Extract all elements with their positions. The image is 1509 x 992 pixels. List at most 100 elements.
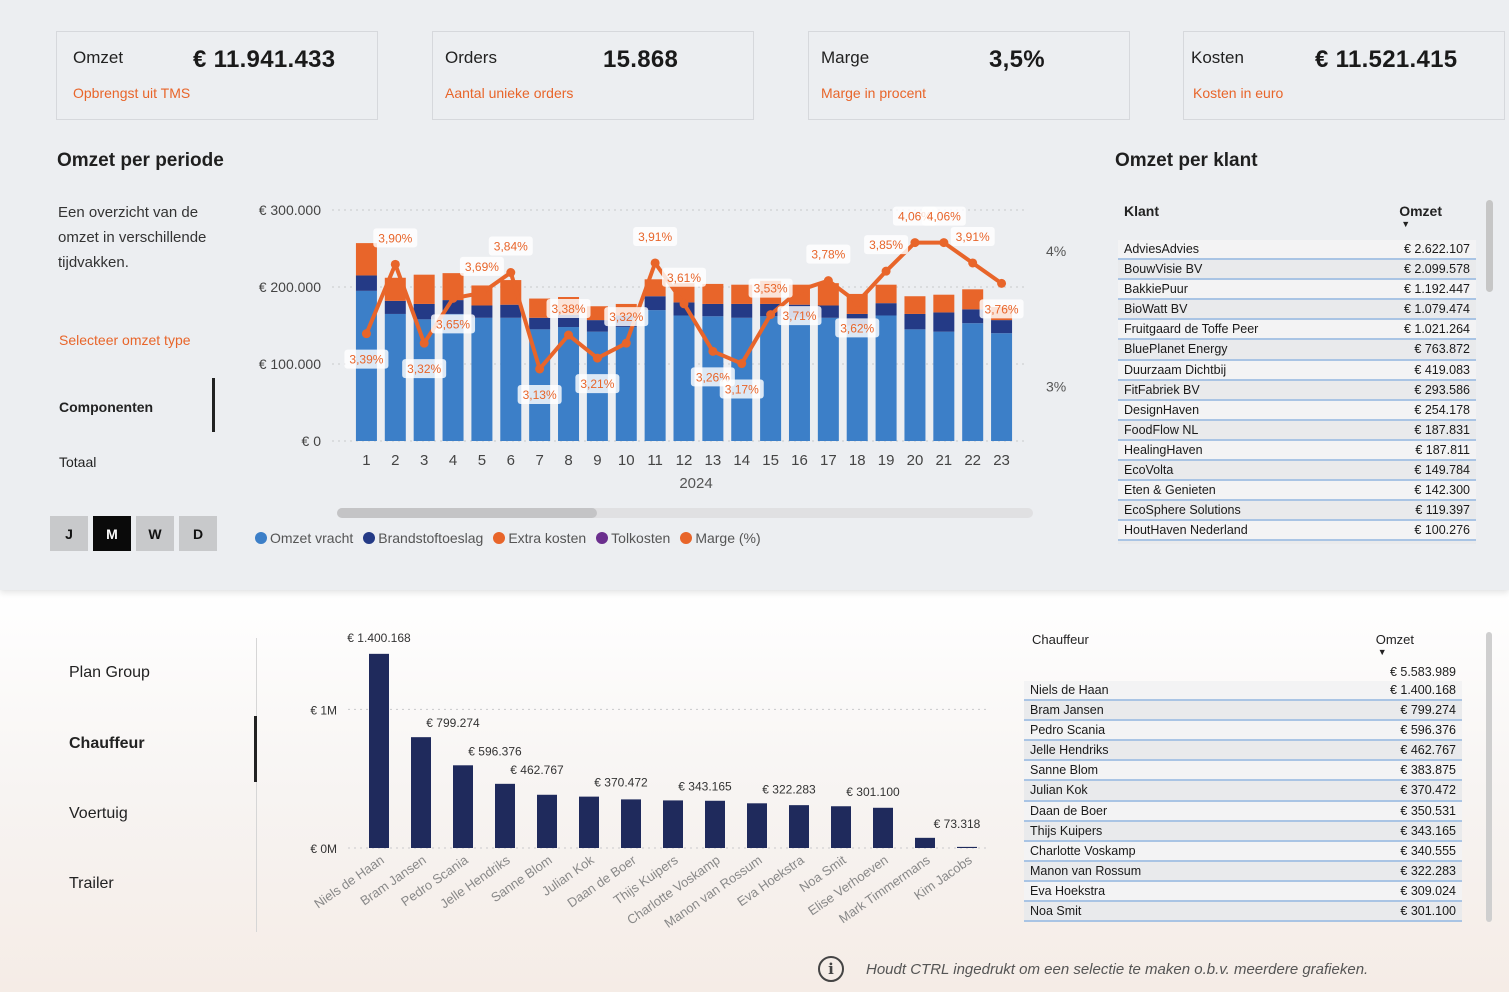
table-row[interactable]: FitFabriek BV € 293.586 xyxy=(1118,380,1476,401)
table-row[interactable]: Sanne Blom € 383.875 xyxy=(1024,761,1462,782)
period-button-d[interactable]: D xyxy=(179,516,217,551)
legend-item[interactable]: Omzet vracht xyxy=(255,530,353,546)
legend-item[interactable]: Tolkosten xyxy=(596,530,670,546)
table-row[interactable]: Charlotte Voskamp € 340.555 xyxy=(1024,841,1462,862)
marge-label-box xyxy=(546,299,591,319)
legend-label: Brandstoftoeslag xyxy=(378,530,484,546)
table-row[interactable]: Pedro Scania € 596.376 xyxy=(1024,721,1462,742)
table-row[interactable]: HoutHaven Nederland € 100.276 xyxy=(1118,521,1476,542)
marge-label-box xyxy=(517,384,562,404)
marge-label: 3,71% xyxy=(782,309,816,323)
table-row[interactable]: EcoVolta € 149.784 xyxy=(1118,461,1476,482)
table-row[interactable]: DesignHaven € 254.178 xyxy=(1118,400,1476,421)
x-tick-label: 1 xyxy=(362,452,370,469)
row-name: Daan de Boer xyxy=(1030,803,1108,818)
table-row[interactable]: GezondGemak € 85.322 xyxy=(1118,541,1476,544)
table-row[interactable]: BakkiePuur € 1.192.447 xyxy=(1118,280,1476,301)
marge-label: 3,21% xyxy=(580,377,614,391)
table-row[interactable]: Eva Hoekstra € 309.024 xyxy=(1024,881,1462,903)
legend-item[interactable]: Marge (%) xyxy=(680,530,761,546)
slicer-voertuig[interactable]: Voertuig xyxy=(69,805,128,822)
marge-point xyxy=(794,285,804,295)
chauffeur-bar xyxy=(411,737,431,848)
marge-label: 3,69% xyxy=(465,260,499,274)
x-tick-label: 20 xyxy=(907,452,924,469)
option-componenten[interactable]: Componenten xyxy=(59,399,154,415)
table-row[interactable]: Niels de Haan € 1.400.168 xyxy=(1024,681,1462,702)
col-chauffeur[interactable]: Chauffeur xyxy=(1032,632,1089,647)
legend-item[interactable]: Extra kosten xyxy=(493,530,586,546)
chauffeur-table-header: Chauffeur Omzet ▼ xyxy=(1024,632,1462,662)
marge-label: 3,85% xyxy=(869,238,903,252)
bar-segment-omzet-vracht xyxy=(500,317,522,441)
table-row[interactable]: Duurzaam Dichtbij € 419.083 xyxy=(1118,360,1476,381)
marge-label: 4,06% xyxy=(927,210,961,224)
bar-segment-brandstoftoeslag xyxy=(731,303,753,318)
chauffeur-bar xyxy=(831,806,851,848)
table-row[interactable]: AdviesAdvies € 2.622.107 xyxy=(1118,240,1476,261)
slicer-trailer[interactable]: Trailer xyxy=(69,875,114,892)
x-tick-label: 8 xyxy=(564,452,572,469)
legend-label: Extra kosten xyxy=(508,530,587,546)
table-row[interactable]: Jelle Hendriks € 462.767 xyxy=(1024,741,1462,762)
bar-segment-brandstoftoeslag xyxy=(702,303,724,317)
bar-segment-omzet-vracht xyxy=(760,316,782,441)
period-button-j[interactable]: J xyxy=(50,516,88,551)
option-totaal[interactable]: Totaal xyxy=(59,454,97,470)
row-value: € 2.622.107 xyxy=(1403,242,1470,256)
marge-label-box xyxy=(373,228,418,248)
row-name: BioWatt BV xyxy=(1124,302,1188,317)
marge-label-box xyxy=(835,318,880,338)
table-row[interactable]: Daan de Boer € 350.531 xyxy=(1024,801,1462,822)
table-row[interactable]: HealingHaven € 187.811 xyxy=(1118,440,1476,462)
bar-segment-brandstoftoeslag xyxy=(355,275,377,291)
y-tick-label: € 1M xyxy=(310,703,337,717)
table-row[interactable]: BioWatt BV € 1.079.474 xyxy=(1118,300,1476,321)
period-button-m[interactable]: M xyxy=(93,516,131,551)
marge-label-box xyxy=(921,206,966,226)
marge-label: 3,17% xyxy=(725,383,759,397)
klant-scrollbar[interactable] xyxy=(1486,200,1493,292)
col-omzet[interactable]: Omzet ▼ xyxy=(1376,632,1414,662)
period-description: Een overzicht van de omzet in verschille… xyxy=(58,204,207,271)
table-row[interactable]: Thijs Kuipers € 343.165 xyxy=(1024,821,1462,842)
row-name: EcoSphere Solutions xyxy=(1124,503,1241,518)
chauffeur-table[interactable]: Chauffeur Omzet ▼ € 5.583.989 Niels de Ha… xyxy=(1024,632,1462,922)
row-value: € 1.021.264 xyxy=(1403,322,1470,337)
klant-table[interactable]: Klant Omzet ▼ AdviesAdvies € 2.622.107 Bouw… xyxy=(1118,203,1476,544)
table-row[interactable]: FoodFlow NL € 187.831 xyxy=(1118,420,1476,441)
col-omzet[interactable]: Omzet ▼ xyxy=(1399,203,1442,229)
table-row[interactable]: Fruitgaard de Toffe Peer € 1.021.264 xyxy=(1118,320,1476,341)
y-tick-label: € 100.000 xyxy=(259,356,321,372)
table-row[interactable]: Bram Jansen € 799.274 xyxy=(1024,701,1462,722)
table-row[interactable]: BouwVisie BV € 2.099.578 xyxy=(1118,260,1476,281)
kpi-kosten[interactable]: Kosten € 11.521.415 Kosten in euro xyxy=(1183,31,1505,120)
slicer-chauffeur[interactable]: Chauffeur xyxy=(69,735,145,752)
bar-segment-extra-kosten xyxy=(529,298,551,318)
marge-point xyxy=(535,364,545,374)
table-row[interactable]: EcoSphere Solutions € 119.397 xyxy=(1118,501,1476,522)
table-row[interactable]: Noa Smit € 301.100 xyxy=(1024,902,1462,922)
kpi-marge[interactable]: Marge 3,5% Marge in procent xyxy=(808,31,1130,120)
marge-label-box xyxy=(662,267,706,287)
chauffeur-scrollbar[interactable] xyxy=(1486,632,1492,922)
table-row[interactable]: BluePlanet Energy € 763.872 xyxy=(1118,340,1476,361)
legend-item[interactable]: Brandstoftoeslag xyxy=(363,530,483,546)
kpi-orders[interactable]: Orders 15.868 Aantal unieke orders xyxy=(432,31,754,120)
kpi-label: Orders xyxy=(445,48,497,67)
marge-label: 3,32% xyxy=(407,362,441,376)
table-row[interactable]: Julian Kok € 370.472 xyxy=(1024,781,1462,802)
bar-segment-brandstoftoeslag xyxy=(586,320,608,332)
slicer-plan-group[interactable]: Plan Group xyxy=(69,664,150,681)
kpi-omzet[interactable]: Omzet € 11.941.433 Opbrengst uit TMS xyxy=(56,31,378,120)
sort-desc-icon: ▼ xyxy=(1401,219,1411,229)
kpi-sub: Opbrengst uit TMS xyxy=(73,85,191,101)
table-row[interactable]: Eten & Genieten € 142.300 xyxy=(1118,481,1476,502)
col-klant[interactable]: Klant xyxy=(1124,203,1159,219)
marge-point xyxy=(997,278,1007,288)
marge-label-box xyxy=(950,226,995,246)
table-row[interactable]: Manon van Rossum € 322.283 xyxy=(1024,861,1462,882)
chart-legend: Omzet vracht Brandstoftoeslag Extra kost… xyxy=(255,530,761,546)
period-button-w[interactable]: W xyxy=(136,516,174,551)
